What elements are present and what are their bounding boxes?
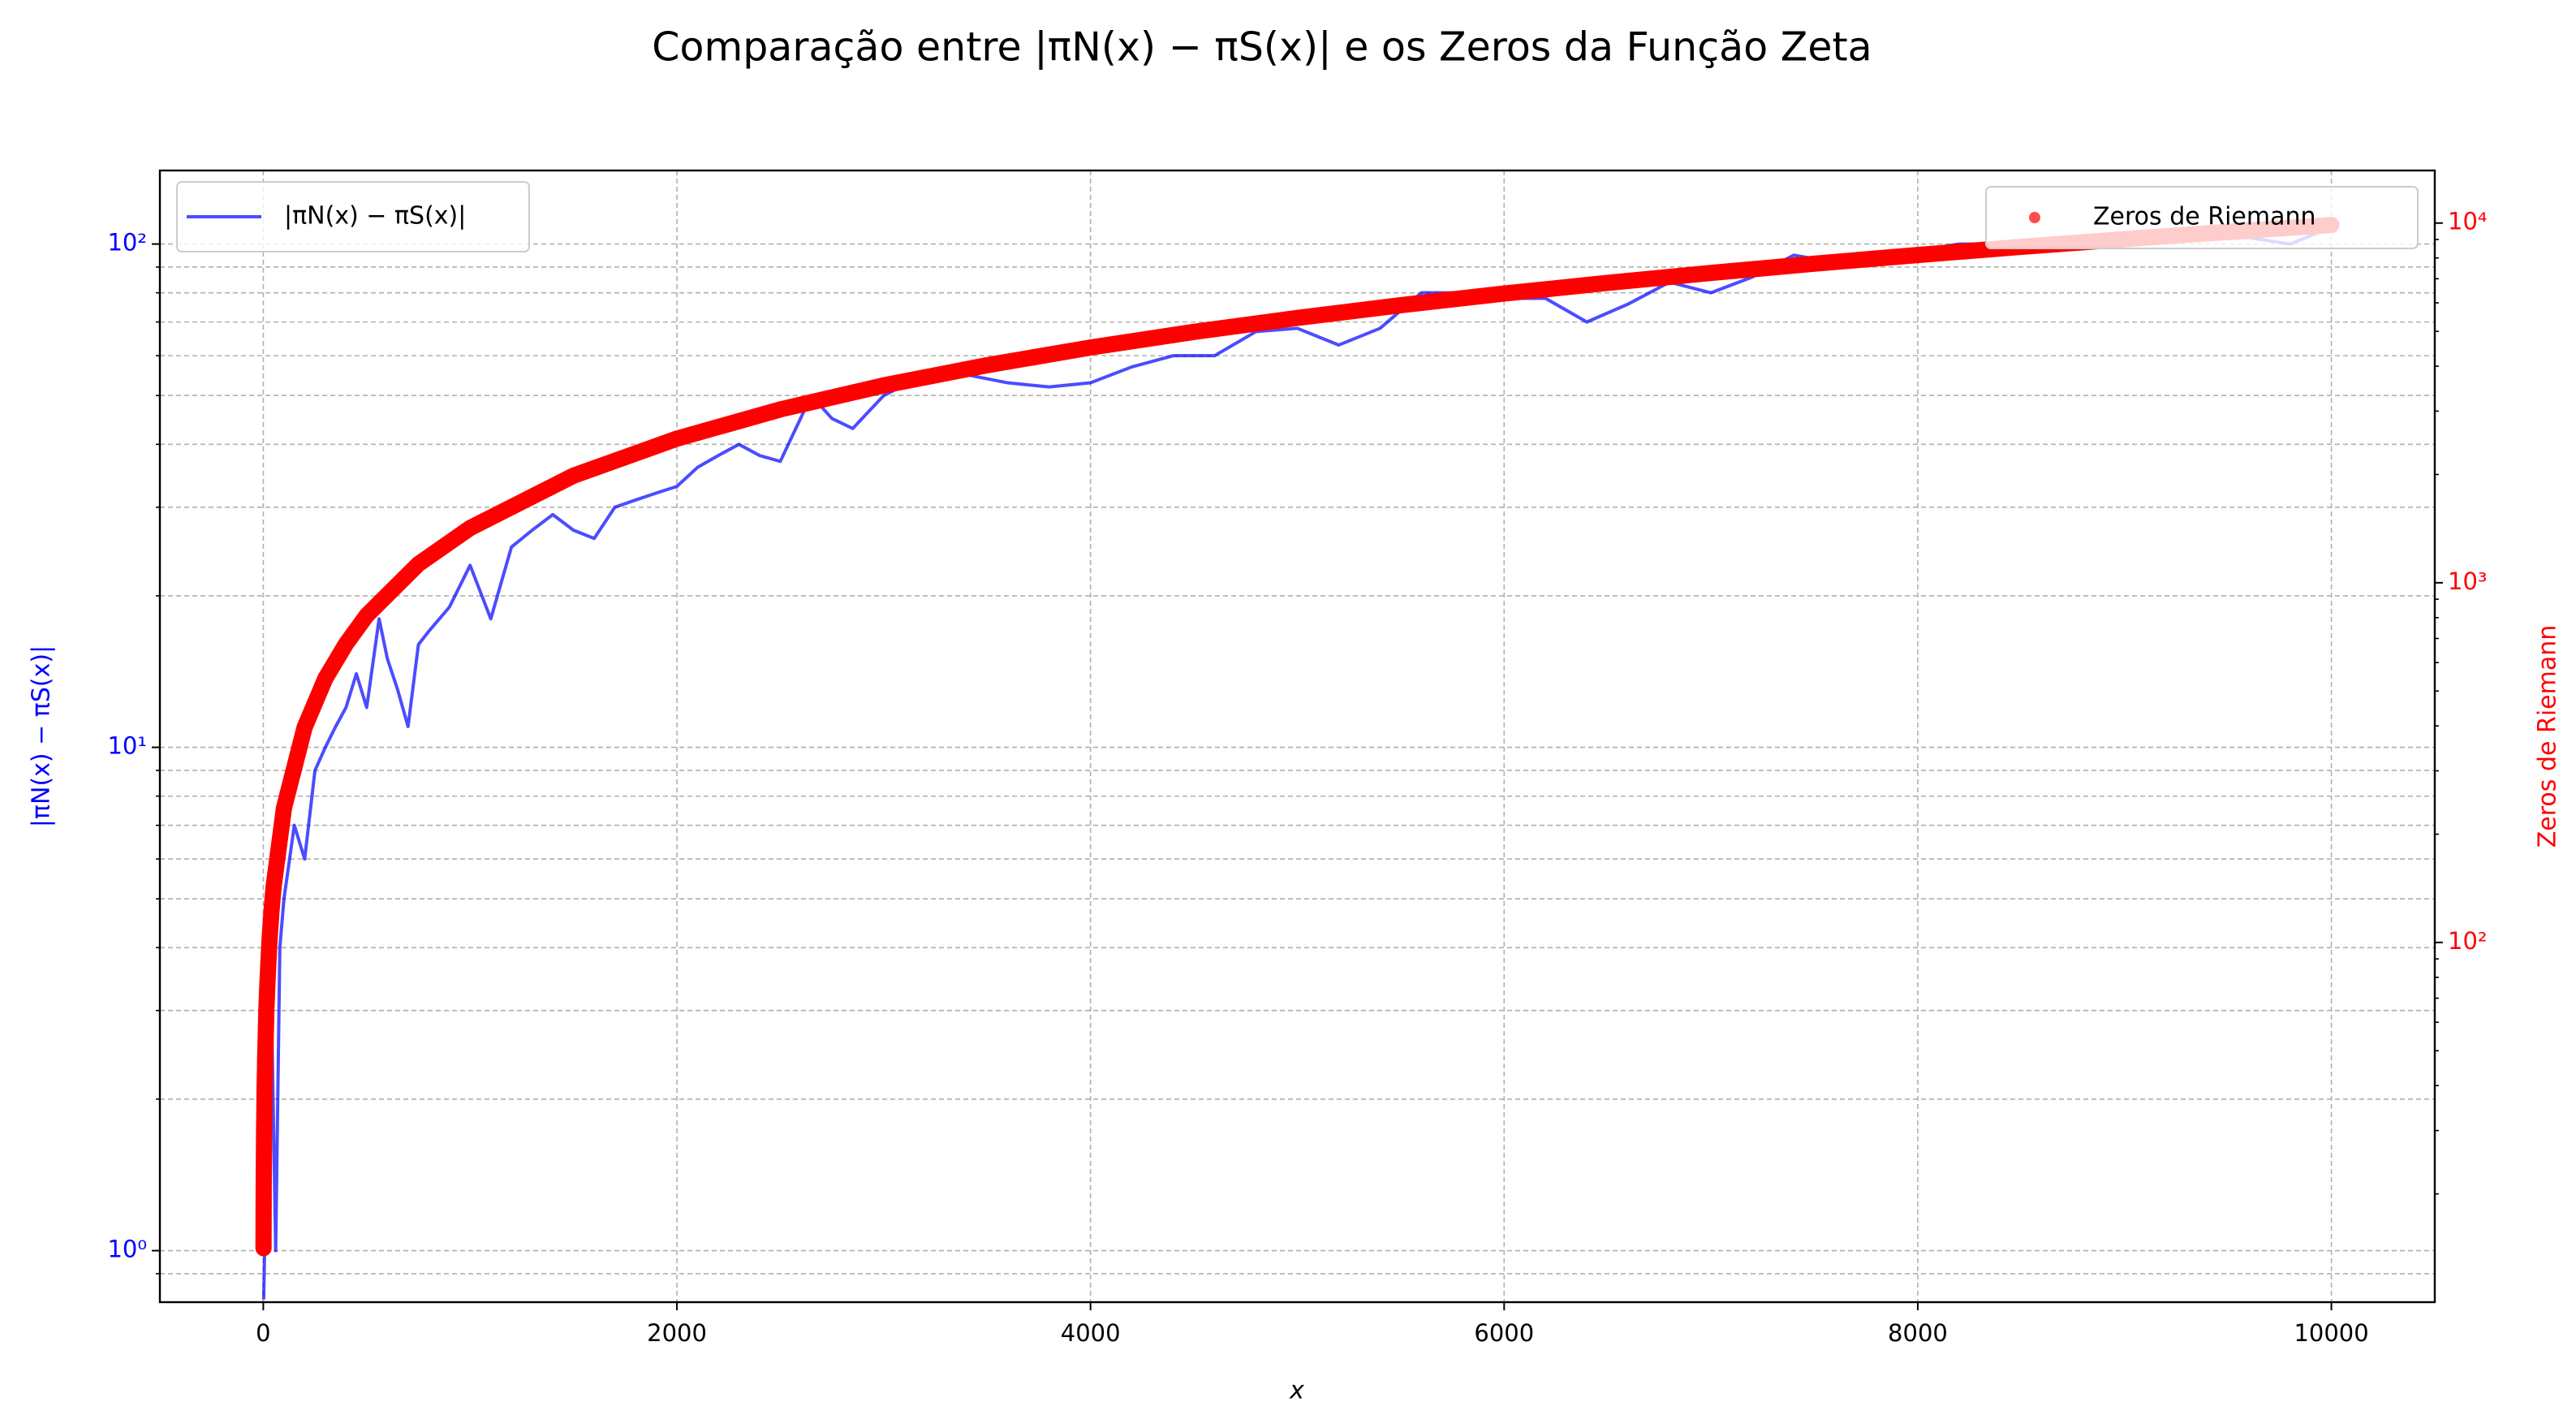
- scatter-point: [262, 977, 274, 989]
- scatter-point: [981, 360, 993, 371]
- legend-swatch: [2029, 212, 2040, 223]
- y-tick-label: 10²: [107, 229, 147, 257]
- scatter-point: [1602, 277, 1613, 288]
- scatter-point: [258, 1154, 269, 1165]
- scatter-point: [266, 904, 278, 916]
- x-tick-label: 0: [256, 1319, 270, 1347]
- scatter-point: [1498, 288, 1510, 300]
- scatter-point: [264, 934, 275, 946]
- x-tick-label: 2000: [647, 1319, 707, 1347]
- x-tick-label: 4000: [1061, 1319, 1121, 1347]
- scatter-point: [1292, 313, 1303, 324]
- x-tick-label: 6000: [1474, 1319, 1534, 1347]
- scatter-point: [259, 1076, 270, 1088]
- chart-title: Comparação entre |πN(x) − πS(x)| e os Ze…: [652, 24, 1872, 71]
- scatter-point: [268, 881, 279, 892]
- scatter-point: [258, 1180, 269, 1192]
- scatter-point: [878, 380, 890, 391]
- scatter-point: [1085, 342, 1096, 353]
- scatter-point: [259, 1068, 270, 1079]
- axes-frame: [158, 169, 2436, 1304]
- scatter-point: [1912, 249, 1923, 261]
- x-tick-label: 8000: [1888, 1319, 1948, 1347]
- scatter-point: [259, 1111, 270, 1122]
- scatter-point: [258, 1242, 269, 1253]
- scatter-point: [568, 470, 579, 481]
- scatter-point: [774, 403, 786, 415]
- scatter-point: [299, 722, 310, 733]
- scatter-point: [413, 559, 424, 570]
- legend-label: Zeros de Riemann: [2093, 203, 2316, 231]
- legend-label: |πN(x) − πS(x)|: [284, 202, 466, 231]
- scatter-point: [464, 522, 476, 533]
- x-tick-label: 10000: [2294, 1319, 2368, 1347]
- legend-box: [1985, 186, 2419, 249]
- scatter-point: [320, 673, 331, 684]
- scatter-point: [671, 433, 683, 444]
- y-axis-label: |πN(x) − πS(x)|: [28, 645, 56, 827]
- scatter-point: [1395, 300, 1406, 311]
- scatter-point: [361, 610, 373, 621]
- scatter-point: [1809, 258, 1820, 270]
- y-tick-label: 10⁰: [107, 1236, 147, 1263]
- y2-axis-label: Zeros de Riemann: [2534, 625, 2562, 848]
- y2-tick-label: 10⁴: [2448, 208, 2488, 235]
- y-tick-label: 10¹: [107, 732, 147, 760]
- scatter-point: [1188, 326, 1200, 338]
- x-axis-label: x: [1289, 1377, 1304, 1405]
- scatter-point: [260, 1046, 271, 1057]
- scatter-point: [258, 1123, 269, 1134]
- scatter-point: [1705, 267, 1717, 278]
- plot-area: [255, 217, 2340, 1300]
- legend-box: [176, 181, 530, 252]
- scatter-point: [278, 802, 290, 813]
- y2-tick-label: 10³: [2448, 567, 2488, 595]
- scatter-point: [340, 638, 351, 649]
- scatter-point: [259, 1089, 270, 1101]
- y2-tick-label: 10²: [2448, 927, 2488, 955]
- scatter-point: [261, 1003, 272, 1015]
